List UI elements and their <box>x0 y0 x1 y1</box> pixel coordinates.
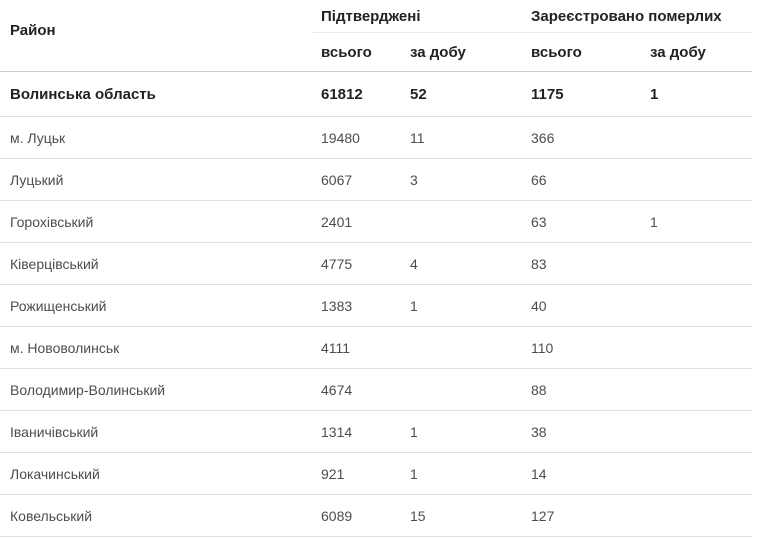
column-header-deaths-total: всього <box>521 32 640 72</box>
deaths-total-cell: 38 <box>521 410 640 453</box>
confirmed-per-day-cell: 1 <box>400 452 521 495</box>
deaths-per-day-cell: 1 <box>640 71 752 117</box>
sub-header-row: всього за добу всього за добу <box>0 32 752 72</box>
deaths-per-day-cell: 1 <box>640 200 752 243</box>
confirmed-per-day-cell <box>400 200 521 243</box>
table-row-oblast-total: Волинська область 61812 52 1175 1 <box>0 71 752 117</box>
table-row: м. Нововолинськ 4111 110 <box>0 326 752 369</box>
table-row: Горохівський 2401 63 1 <box>0 200 752 243</box>
district-cell: Ківерцівський <box>0 242 311 285</box>
confirmed-total-cell: 19480 <box>311 116 400 159</box>
deaths-per-day-cell <box>640 494 752 537</box>
table-row: м. Луцьк 19480 11 366 <box>0 116 752 159</box>
column-header-confirmed-total: всього <box>311 32 400 72</box>
group-header-row: Район Підтверджені Зареєстровано померли… <box>0 0 752 72</box>
column-header-deaths-per-day: за добу <box>640 32 752 72</box>
column-group-deaths: Зареєстровано померлих <box>521 0 752 33</box>
confirmed-per-day-cell: 1 <box>400 284 521 327</box>
deaths-total-cell: 110 <box>521 326 640 369</box>
deaths-per-day-cell <box>640 242 752 285</box>
district-cell: Горохівський <box>0 200 311 243</box>
table-row: Рожищенський 1383 1 40 <box>0 284 752 327</box>
deaths-total-cell: 83 <box>521 242 640 285</box>
table-row: Ківерцівський 4775 4 83 <box>0 242 752 285</box>
deaths-total-cell: 66 <box>521 158 640 201</box>
deaths-per-day-cell <box>640 452 752 495</box>
column-header-confirmed-per-day: за добу <box>400 32 521 72</box>
confirmed-per-day-cell: 1 <box>400 410 521 453</box>
deaths-per-day-cell <box>640 284 752 327</box>
confirmed-total-cell: 4111 <box>311 326 400 369</box>
confirmed-total-cell: 4775 <box>311 242 400 285</box>
column-group-confirmed: Підтверджені <box>311 0 521 33</box>
confirmed-total-cell: 61812 <box>311 71 400 117</box>
confirmed-per-day-cell: 52 <box>400 71 521 117</box>
deaths-total-cell: 366 <box>521 116 640 159</box>
confirmed-total-cell: 1383 <box>311 284 400 327</box>
table-row: Луцький 6067 3 66 <box>0 158 752 201</box>
table-body: Волинська область 61812 52 1175 1 м. Луц… <box>0 71 752 537</box>
district-cell: Володимир-Волинський <box>0 368 311 411</box>
confirmed-total-cell: 1314 <box>311 410 400 453</box>
deaths-total-cell: 40 <box>521 284 640 327</box>
confirmed-per-day-cell <box>400 368 521 411</box>
deaths-total-cell: 63 <box>521 200 640 243</box>
confirmed-per-day-cell: 15 <box>400 494 521 537</box>
confirmed-total-cell: 6067 <box>311 158 400 201</box>
deaths-per-day-cell <box>640 410 752 453</box>
district-cell: Локачинський <box>0 452 311 495</box>
deaths-per-day-cell <box>640 368 752 411</box>
confirmed-per-day-cell: 4 <box>400 242 521 285</box>
table-header: Район Підтверджені Зареєстровано померли… <box>0 0 752 72</box>
confirmed-per-day-cell: 11 <box>400 116 521 159</box>
district-cell: Луцький <box>0 158 311 201</box>
table-row: Іваничівський 1314 1 38 <box>0 410 752 453</box>
confirmed-total-cell: 4674 <box>311 368 400 411</box>
deaths-total-cell: 14 <box>521 452 640 495</box>
district-cell: Рожищенський <box>0 284 311 327</box>
confirmed-total-cell: 2401 <box>311 200 400 243</box>
confirmed-per-day-cell <box>400 326 521 369</box>
column-header-district: Район <box>0 0 311 72</box>
table-row: Ковельський 6089 15 127 <box>0 494 752 537</box>
table-row: Локачинський 921 1 14 <box>0 452 752 495</box>
deaths-per-day-cell <box>640 116 752 159</box>
deaths-total-cell: 1175 <box>521 71 640 117</box>
deaths-per-day-cell <box>640 158 752 201</box>
district-cell: Волинська область <box>0 71 311 117</box>
table-row: Володимир-Волинський 4674 88 <box>0 368 752 411</box>
district-cell: м. Луцьк <box>0 116 311 159</box>
deaths-total-cell: 127 <box>521 494 640 537</box>
district-cell: м. Нововолинськ <box>0 326 311 369</box>
district-cell: Ковельський <box>0 494 311 537</box>
deaths-per-day-cell <box>640 326 752 369</box>
district-cell: Іваничівський <box>0 410 311 453</box>
deaths-total-cell: 88 <box>521 368 640 411</box>
confirmed-total-cell: 6089 <box>311 494 400 537</box>
confirmed-per-day-cell: 3 <box>400 158 521 201</box>
confirmed-total-cell: 921 <box>311 452 400 495</box>
